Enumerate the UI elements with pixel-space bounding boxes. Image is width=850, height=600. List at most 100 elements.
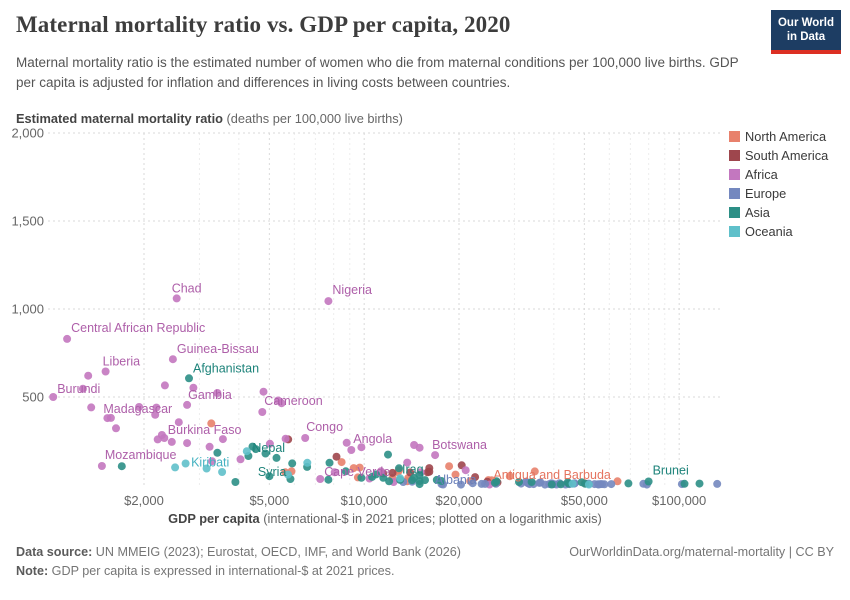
data-point[interactable]: [342, 438, 351, 447]
data-point[interactable]: [577, 478, 586, 487]
data-point[interactable]: [384, 450, 392, 459]
country-label[interactable]: Angola: [353, 432, 392, 446]
country-label[interactable]: Antigua and Barbuda: [493, 468, 611, 482]
country-label[interactable]: Nigeria: [332, 283, 372, 297]
data-point[interactable]: [171, 463, 180, 472]
data-point[interactable]: [347, 446, 356, 454]
data-point[interactable]: [515, 478, 523, 486]
data-point[interactable]: [213, 389, 222, 397]
data-point[interactable]: [218, 435, 227, 444]
data-point[interactable]: [160, 381, 169, 390]
data-point[interactable]: [594, 480, 603, 489]
data-point[interactable]: [259, 387, 268, 396]
data-point[interactable]: [431, 451, 440, 460]
data-point[interactable]: [461, 466, 470, 475]
country-label[interactable]: Chad: [172, 281, 202, 295]
country-label[interactable]: Kiribati: [191, 455, 229, 469]
data-point[interactable]: [135, 403, 144, 411]
legend-item-oceania[interactable]: Oceania: [729, 224, 828, 239]
data-point[interactable]: [379, 473, 388, 482]
data-point[interactable]: [388, 468, 397, 477]
data-point[interactable]: [644, 477, 653, 486]
country-label[interactable]: Cape Verde: [324, 465, 390, 479]
data-point[interactable]: [607, 480, 616, 489]
data-point[interactable]: [421, 476, 429, 485]
data-point[interactable]: [330, 468, 339, 477]
data-point[interactable]: [174, 418, 183, 427]
data-point[interactable]: [112, 424, 120, 433]
data-point[interactable]: [242, 447, 251, 456]
data-point[interactable]: [261, 449, 270, 458]
data-point[interactable]: [568, 479, 577, 488]
data-point[interactable]: [713, 479, 722, 488]
country-label[interactable]: Albania: [435, 473, 477, 487]
data-point[interactable]: [372, 470, 380, 479]
data-point[interactable]: [408, 476, 417, 485]
legend-item-asia[interactable]: Asia: [729, 205, 828, 220]
country-label[interactable]: Afghanistan: [193, 361, 259, 375]
data-point[interactable]: [84, 371, 93, 380]
data-point[interactable]: [432, 475, 441, 484]
data-point[interactable]: [457, 480, 465, 489]
data-point[interactable]: [101, 367, 110, 376]
data-point[interactable]: [189, 383, 198, 392]
country-label[interactable]: Madagascar: [103, 402, 172, 416]
country-label[interactable]: Central African Republic: [71, 321, 205, 335]
footer-link[interactable]: OurWorldinData.org/maternal-mortality | …: [569, 545, 834, 559]
data-point[interactable]: [324, 297, 333, 306]
data-point[interactable]: [395, 464, 403, 473]
data-point[interactable]: [87, 403, 96, 412]
data-point[interactable]: [471, 473, 480, 482]
data-point[interactable]: [316, 475, 325, 483]
data-point[interactable]: [415, 443, 424, 452]
data-point[interactable]: [63, 334, 72, 343]
data-point[interactable]: [97, 462, 106, 470]
data-point[interactable]: [251, 445, 260, 454]
data-point[interactable]: [415, 471, 424, 479]
data-point[interactable]: [78, 384, 87, 393]
data-point[interactable]: [505, 472, 514, 481]
data-point[interactable]: [284, 470, 292, 479]
data-point[interactable]: [303, 458, 312, 467]
data-point[interactable]: [151, 410, 160, 419]
data-point[interactable]: [341, 467, 350, 476]
country-label[interactable]: Syria: [258, 465, 287, 479]
data-point[interactable]: [547, 480, 556, 489]
data-point[interactable]: [152, 403, 161, 412]
data-point[interactable]: [396, 474, 405, 483]
data-point[interactable]: [236, 455, 245, 464]
data-point[interactable]: [185, 374, 193, 383]
data-point[interactable]: [468, 479, 477, 488]
data-point[interactable]: [403, 458, 412, 467]
data-point[interactable]: [584, 480, 593, 489]
data-point[interactable]: [357, 473, 366, 482]
data-point[interactable]: [265, 472, 274, 481]
data-point[interactable]: [167, 437, 176, 446]
legend-item-europe[interactable]: Europe: [729, 186, 828, 201]
data-point[interactable]: [288, 459, 297, 468]
country-label[interactable]: Botswana: [432, 438, 487, 452]
country-label[interactable]: Burkina Faso: [168, 423, 242, 437]
data-point[interactable]: [205, 442, 214, 451]
data-point[interactable]: [613, 477, 622, 486]
country-label[interactable]: Mozambique: [105, 448, 177, 462]
data-point[interactable]: [521, 477, 530, 486]
data-point[interactable]: [49, 393, 58, 401]
data-point[interactable]: [481, 479, 490, 488]
data-point[interactable]: [265, 439, 274, 448]
data-point[interactable]: [231, 478, 240, 486]
country-label[interactable]: Brunei: [653, 464, 689, 478]
data-point[interactable]: [181, 459, 190, 468]
data-point[interactable]: [281, 434, 290, 443]
data-point[interactable]: [535, 478, 544, 487]
data-point[interactable]: [117, 462, 126, 471]
data-point[interactable]: [332, 452, 341, 461]
data-point[interactable]: [183, 400, 192, 409]
data-point[interactable]: [258, 408, 267, 416]
owid-logo[interactable]: Our World in Data: [770, 10, 841, 54]
data-point[interactable]: [213, 448, 222, 457]
country-label[interactable]: Guinea-Bissau: [177, 342, 259, 356]
data-point[interactable]: [301, 434, 310, 442]
country-label[interactable]: Gambia: [188, 388, 232, 402]
data-point[interactable]: [207, 419, 216, 428]
